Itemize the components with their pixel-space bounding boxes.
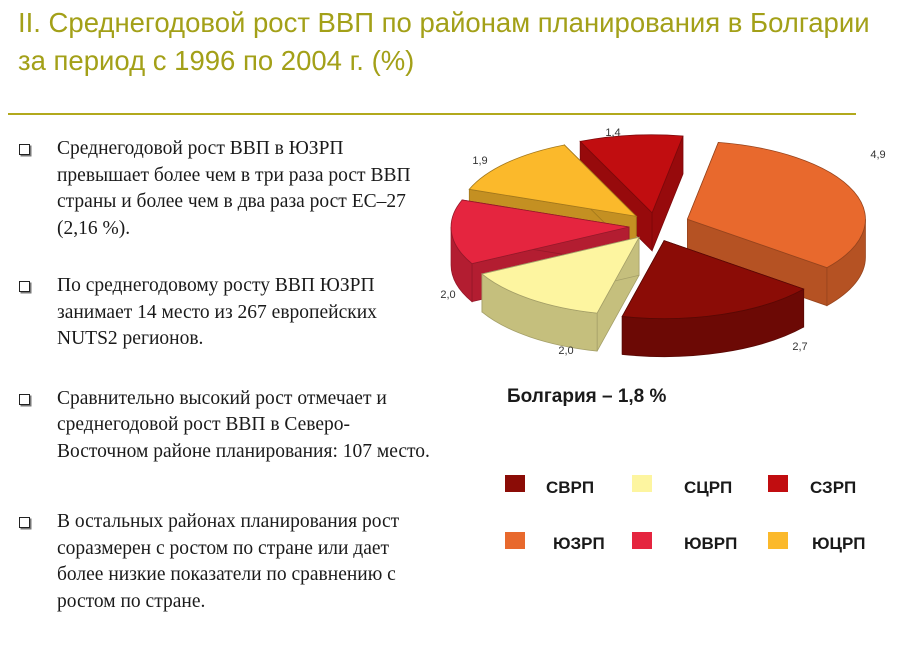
pie-chart: 4,9 2,7 2,0 2,0 1,9 1,4 [440, 127, 886, 358]
legend-label-юзрп: ЮЗРП [553, 534, 605, 553]
bullet-item: Среднегодовой рост ВВП в ЮЗРП превышает … [18, 136, 438, 242]
checkbox-bullet-icon [19, 144, 30, 155]
data-label-юврп: 2,0 [440, 289, 455, 301]
pie-slice-юзрп [686, 141, 866, 307]
legend-swatch-сзрп [768, 475, 788, 492]
bullet-text: По среднегодовому росту ВВП ЮЗРП занимае… [57, 275, 377, 349]
legend-swatch-юцрп [768, 532, 788, 549]
pie-slice-сврп [621, 240, 805, 358]
data-label-сзрп: 1,4 [605, 127, 620, 139]
pie-slice-сцрп [481, 236, 640, 352]
bullet-list: Среднегодовой рост ВВП в ЮЗРП превышает … [18, 136, 438, 646]
bullet-text: Сравнительно высокий рост отмечает и сре… [57, 387, 430, 462]
title-divider [8, 113, 856, 115]
legend-label-сврп: СВРП [546, 478, 595, 497]
checkbox-bullet-icon [19, 517, 30, 528]
legend-label-юврп: ЮВРП [684, 534, 738, 553]
data-label-юцрп: 1,9 [472, 155, 487, 167]
page-title: II. Среднегодовой рост ВВП по районам пл… [18, 7, 870, 76]
legend-swatch-юзрп [505, 532, 525, 549]
bullet-text: Среднегодовой рост ВВП в ЮЗРП превышает … [57, 138, 411, 239]
bullet-item: По среднегодовому росту ВВП ЮЗРП занимае… [18, 273, 438, 353]
bullet-item: Сравнительно высокий рост отмечает и сре… [18, 386, 438, 466]
data-label-сцрп: 2,0 [558, 345, 573, 357]
data-label-сврп: 2,7 [792, 341, 807, 353]
checkbox-bullet-icon [19, 393, 30, 405]
bullet-item: В остальных районах планирования рост со… [18, 509, 438, 615]
data-label-юзрп: 4,9 [870, 149, 885, 161]
checkbox-bullet-icon [19, 281, 30, 292]
legend-swatch-сцрп [632, 475, 652, 492]
legend-swatch-юврп [632, 532, 652, 549]
legend-swatch-сврп [505, 475, 525, 492]
legend-label-юцрп: ЮЦРП [812, 534, 866, 553]
legend-label-сцрп: СЦРП [684, 478, 733, 497]
chart-subtitle: Болгария – 1,8 % [507, 386, 667, 407]
bullet-text: В остальных районах планирования рост со… [57, 511, 400, 612]
legend-label-сзрп: СЗРП [810, 478, 857, 497]
